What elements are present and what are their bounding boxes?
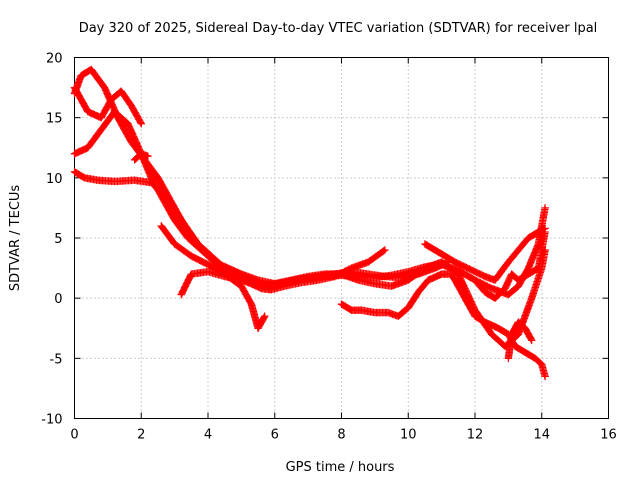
x-tick: 2 (137, 57, 145, 443)
series-track-11 (130, 149, 152, 164)
series-track-7 (337, 270, 549, 381)
x-tick: 10 (400, 57, 417, 443)
y-tick-label: 10 (46, 172, 63, 187)
y-tick-label: 20 (46, 52, 63, 67)
y-tick-label: -10 (41, 413, 62, 428)
series-track-8 (421, 224, 549, 284)
x-axis-label: GPS time / hours (286, 460, 395, 475)
y-tick: 15 (46, 112, 609, 127)
x-tick-label: 4 (204, 428, 212, 443)
axis-ticks: 0 2 4 6 8 10 12 14 16 -10 -5 0 5 10 15 20 (41, 52, 617, 443)
y-tick: 0 (54, 292, 609, 307)
y-tick: 20 (46, 52, 609, 67)
x-tick: 0 (70, 57, 79, 443)
y-tick: 5 (54, 232, 609, 247)
x-tick-label: 16 (600, 428, 617, 443)
x-tick: 8 (337, 57, 346, 443)
y-tick-label: -5 (50, 352, 63, 367)
x-tick-label: 0 (70, 428, 78, 443)
x-tick-label: 10 (400, 428, 417, 443)
series-track-9 (471, 228, 549, 303)
y-tick-label: 15 (46, 112, 63, 127)
x-tick: 12 (467, 57, 484, 443)
series-track-4 (70, 83, 146, 128)
x-tick-label: 6 (271, 428, 279, 443)
y-tick-label: 5 (54, 232, 62, 247)
x-tick-label: 12 (467, 428, 484, 443)
x-tick: 14 (533, 57, 550, 443)
x-tick-label: 8 (337, 428, 345, 443)
y-axis-label: SDTVAR / TECUs (8, 185, 23, 292)
x-tick: 6 (271, 57, 279, 443)
y-tick: 10 (46, 172, 609, 187)
x-tick-label: 14 (533, 428, 550, 443)
x-tick: 4 (204, 57, 212, 443)
series-track-10 (504, 318, 536, 363)
chart-title: Day 320 of 2025, Sidereal Day-to-day VTE… (79, 21, 598, 36)
x-tick: 16 (600, 57, 617, 443)
grid-lines (74, 57, 609, 419)
y-tick: -10 (41, 413, 609, 428)
series-track-6 (177, 246, 549, 351)
y-tick: -5 (50, 352, 609, 367)
y-tick-label: 0 (54, 292, 62, 307)
data-series (70, 65, 549, 381)
x-tick-label: 2 (137, 428, 145, 443)
